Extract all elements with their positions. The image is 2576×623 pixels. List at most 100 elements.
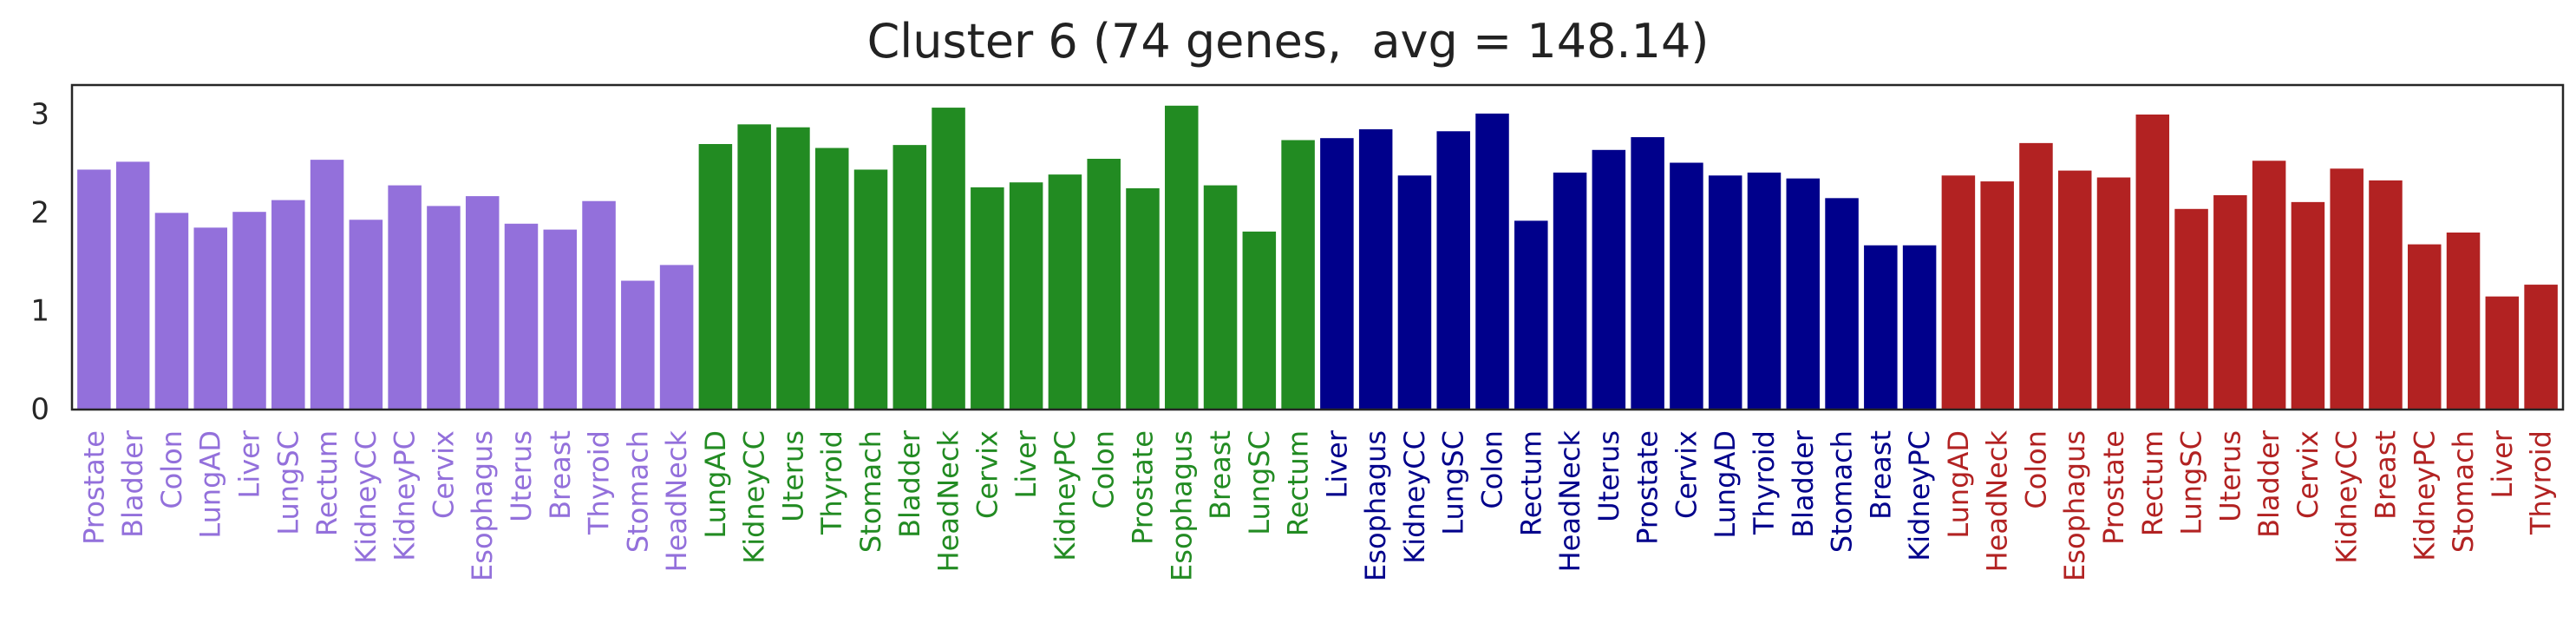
- y-axis: 0 1 2 3: [30, 97, 49, 427]
- bar-lungsc: [1436, 131, 1470, 410]
- bar-kidneycc: [349, 220, 383, 410]
- bar-headneck: [659, 265, 694, 410]
- bar-uterus: [504, 223, 539, 410]
- bar-prostate: [1126, 188, 1160, 410]
- bar-breast: [2369, 180, 2403, 410]
- x-tick-label: Colon: [1476, 430, 1509, 509]
- x-tick-label: HeadNeck: [932, 430, 965, 573]
- x-tick-label: Colon: [155, 430, 188, 509]
- x-tick-label: Uterus: [505, 430, 538, 522]
- plot-frame: [70, 83, 2565, 411]
- bar-thyroid: [2524, 285, 2558, 410]
- bar-rectum: [1281, 140, 1315, 410]
- bar-liver: [232, 212, 266, 410]
- y-tick-label: 2: [30, 195, 49, 230]
- x-tick-label: KidneyCC: [2331, 430, 2364, 564]
- x-tick-label: Stomach: [854, 430, 887, 553]
- x-tick-label: HeadNeck: [1981, 430, 2014, 573]
- x-tick-label: Breast: [544, 430, 577, 520]
- bar-esophagus: [2057, 170, 2092, 410]
- x-tick-label: KidneyPC: [1903, 430, 1936, 561]
- x-tick-label: Breast: [1204, 430, 1237, 520]
- x-tick-label: Liver: [1010, 430, 1043, 498]
- x-tick-label: KidneyCC: [1398, 430, 1431, 564]
- bar-lungsc: [271, 200, 305, 410]
- bar-cervix: [427, 206, 461, 410]
- bar-kidneypc: [388, 185, 422, 410]
- bar-cervix: [971, 187, 1004, 410]
- bar-thyroid: [1747, 172, 1782, 410]
- x-tick-label: Rectum: [1282, 430, 1315, 536]
- x-tick-label: Cervix: [2292, 430, 2324, 519]
- x-tick-label: KidneyPC: [389, 430, 422, 561]
- y-tick-label: 3: [30, 97, 49, 132]
- bar-esophagus: [1358, 129, 1393, 410]
- bar-cervix: [2291, 201, 2325, 410]
- x-tick-label: Thyroid: [815, 430, 848, 535]
- bar-headneck: [1553, 172, 1587, 410]
- bar-rectum: [2135, 115, 2170, 410]
- x-tick-label: HeadNeck: [660, 430, 693, 573]
- bar-lungad: [193, 227, 227, 410]
- x-tick-label: KidneyPC: [1049, 430, 1082, 561]
- bar-bladder: [115, 161, 150, 410]
- x-tick-label: LungSC: [1437, 430, 1470, 535]
- x-tick-label: Cervix: [427, 430, 460, 519]
- bar-kidneycc: [737, 124, 771, 410]
- x-tick-label: Prostate: [1126, 430, 1159, 545]
- x-tick-label: Breast: [2369, 430, 2402, 520]
- bar-liver: [1009, 182, 1043, 410]
- x-tick-label: Rectum: [311, 430, 343, 536]
- x-tick-label: Liver: [1320, 430, 1353, 498]
- bar-thyroid: [582, 200, 616, 410]
- bar-liver: [1320, 138, 1354, 410]
- x-tick-label: Uterus: [1592, 430, 1625, 522]
- bar-prostate: [1631, 137, 1664, 410]
- bar-prostate: [77, 169, 111, 410]
- bar-liver: [2485, 296, 2520, 410]
- bar-breast: [543, 229, 578, 410]
- x-tick-label: Thyroid: [583, 430, 616, 535]
- x-tick-label: Bladder: [116, 430, 149, 538]
- bar-bladder: [1786, 178, 1821, 410]
- bar-lungad: [1941, 175, 1976, 410]
- x-tick-label: KidneyPC: [2408, 430, 2441, 561]
- bar-kidneypc: [2408, 244, 2442, 410]
- bar-stomach: [853, 169, 888, 410]
- bar-headneck: [1980, 181, 2014, 410]
- y-tick-label: 1: [30, 294, 49, 329]
- bar-colon: [2019, 142, 2053, 410]
- x-tick-label: KidneyCC: [350, 430, 382, 564]
- y-tick-label: 0: [30, 392, 49, 427]
- bar-colon: [1475, 113, 1509, 410]
- x-tick-label: Esophagus: [466, 430, 499, 581]
- bar-esophagus: [1165, 105, 1199, 410]
- bar-kidneycc: [2330, 168, 2364, 410]
- x-tick-label: Colon: [2019, 430, 2052, 509]
- x-tick-label: Bladder: [893, 430, 926, 538]
- bar-breast: [1864, 245, 1898, 410]
- bar-lungsc: [2174, 208, 2208, 410]
- x-tick-label: Prostate: [1631, 430, 1664, 545]
- bar-rectum: [310, 160, 344, 410]
- bar-kidneypc: [1048, 174, 1082, 410]
- x-tick-label: Rectum: [2136, 430, 2169, 536]
- bar-lungsc: [1242, 231, 1277, 410]
- bar-uterus: [1592, 149, 1626, 410]
- x-tick-label: Colon: [1088, 430, 1121, 509]
- bar-lungad: [698, 144, 733, 410]
- x-tick-label: Uterus: [2213, 430, 2246, 522]
- x-tick-label: Prostate: [77, 430, 110, 545]
- bar-prostate: [2096, 177, 2131, 410]
- x-tick-label: HeadNeck: [1553, 430, 1586, 573]
- x-tick-label: Rectum: [1514, 430, 1547, 536]
- x-tick-label: LungSC: [2175, 430, 2208, 535]
- x-tick-label: LungAD: [194, 430, 227, 539]
- x-tick-label: LungAD: [1709, 430, 1742, 539]
- bar-colon: [1087, 159, 1121, 410]
- bar-stomach: [621, 280, 655, 410]
- x-tick-label: Esophagus: [1165, 430, 1198, 581]
- bar-stomach: [2446, 233, 2481, 410]
- bar-esophagus: [465, 196, 500, 410]
